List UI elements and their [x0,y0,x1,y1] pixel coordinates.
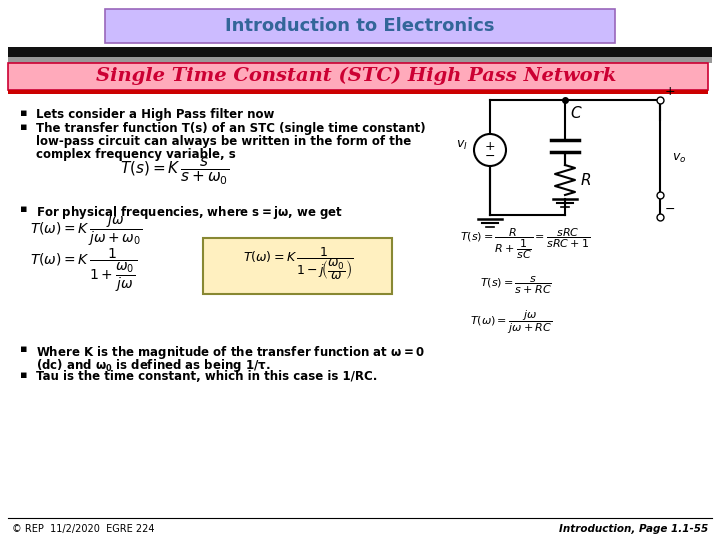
FancyBboxPatch shape [203,238,392,294]
Text: −: − [485,150,495,163]
Text: Introduction to Electronics: Introduction to Electronics [225,17,495,35]
Circle shape [474,134,506,166]
Text: −: − [665,202,675,215]
Text: $v_I$: $v_I$ [456,138,468,152]
Bar [8,90,708,94]
Text: $T(\omega) = K\,\dfrac{1}{1+\dfrac{\omega_0}{j\omega}}$: $T(\omega) = K\,\dfrac{1}{1+\dfrac{\omeg… [30,246,137,294]
Text: ▪: ▪ [20,122,27,132]
Bar [8,47,712,57]
Text: Lets consider a High Pass filter now: Lets consider a High Pass filter now [36,108,274,121]
Text: $v_o$: $v_o$ [672,152,686,165]
Text: Single Time Constant (STC) High Pass Network: Single Time Constant (STC) High Pass Net… [96,67,616,85]
Text: The transfer function T(s) of an STC (single time constant): The transfer function T(s) of an STC (si… [36,122,426,135]
Text: For physical frequencies, where $\mathbf{s{=}j\omega}$, we get: For physical frequencies, where $\mathbf… [36,204,343,221]
Text: $T(s) = K\,\dfrac{s}{s+\omega_0}$: $T(s) = K\,\dfrac{s}{s+\omega_0}$ [120,157,229,187]
Text: ▪: ▪ [20,108,27,118]
Text: © REP  11/2/2020  EGRE 224: © REP 11/2/2020 EGRE 224 [12,524,155,534]
Text: $T(s) = \dfrac{s}{s+RC}$: $T(s) = \dfrac{s}{s+RC}$ [480,274,552,296]
Text: (dc) and $\mathbf{\omega_0}$ is defined as being 1/$\mathbf{\tau}$.: (dc) and $\mathbf{\omega_0}$ is defined … [36,357,271,374]
FancyBboxPatch shape [8,63,708,90]
Text: ▪: ▪ [20,370,27,380]
Text: $C$: $C$ [570,105,582,121]
Text: complex frequency variable, s: complex frequency variable, s [36,148,235,161]
Text: ▪: ▪ [20,344,27,354]
Text: Tau is the time constant, which in this case is 1/RC.: Tau is the time constant, which in this … [36,370,377,383]
Text: Where K is the magnitude of the transfer function at $\mathbf{\omega=0}$: Where K is the magnitude of the transfer… [36,344,425,361]
Text: Introduction, Page 1.1-55: Introduction, Page 1.1-55 [559,524,708,534]
Text: $R$: $R$ [580,172,591,188]
Text: $T(\omega) = \dfrac{j\omega}{j\omega+RC}$: $T(\omega) = \dfrac{j\omega}{j\omega+RC}… [470,308,552,336]
Text: $T(\omega) = K\,\dfrac{1}{1-j\!\left(\dfrac{\omega_0}{\omega}\right)}$: $T(\omega) = K\,\dfrac{1}{1-j\!\left(\df… [243,246,353,282]
Text: low-pass circuit can always be written in the form of the: low-pass circuit can always be written i… [36,135,411,148]
FancyBboxPatch shape [105,9,615,43]
Text: ▪: ▪ [20,204,27,214]
Text: $T(s) = \dfrac{R}{R+\dfrac{1}{sC}} = \dfrac{sRC}{sRC+1}$: $T(s) = \dfrac{R}{R+\dfrac{1}{sC}} = \df… [460,226,590,261]
Text: $T(\omega) = K\,\dfrac{j\omega}{j\omega+\omega_0}$: $T(\omega) = K\,\dfrac{j\omega}{j\omega+… [30,212,142,248]
Text: +: + [665,85,675,98]
Text: +: + [485,140,495,153]
Bar [8,57,712,63]
